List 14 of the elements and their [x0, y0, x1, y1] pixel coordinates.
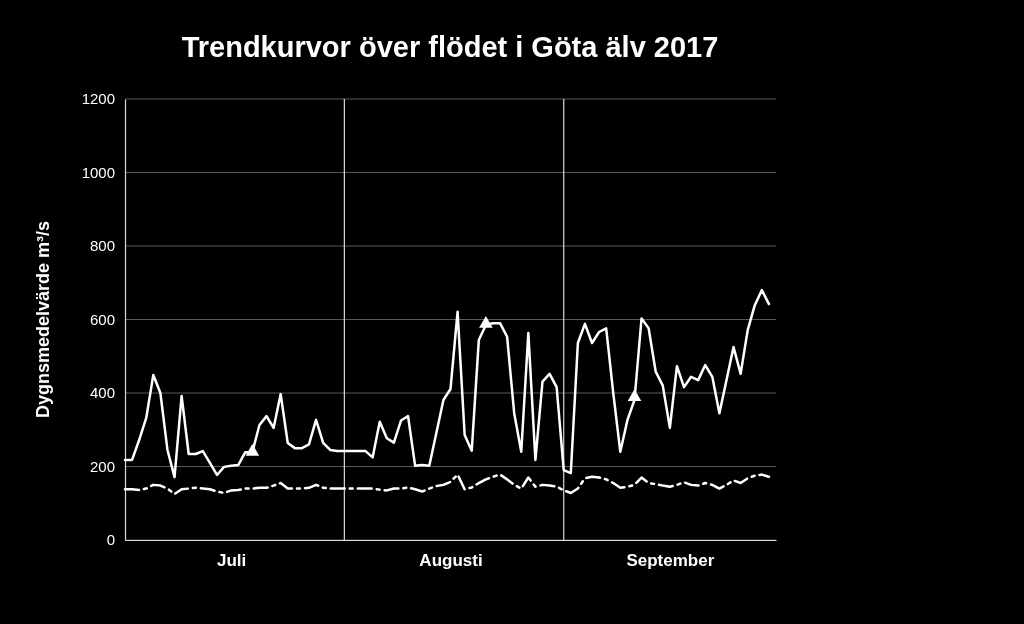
y-tick-label: 800: [89, 237, 115, 255]
x-tick-label: Juli: [216, 551, 247, 571]
y-tick-label: 600: [89, 310, 115, 328]
chart-title: Trendkurvor över flödet i Göta älv 2017: [181, 31, 719, 63]
y-tick-label: 1000: [81, 163, 115, 181]
y-axis-title: Dygnsmedelvärde m³/s: [33, 220, 53, 419]
x-tick-label: Augusti: [419, 551, 483, 571]
line-series: [123, 288, 771, 479]
y-tick-label: 200: [89, 457, 115, 475]
x-tick-label: September: [626, 551, 715, 571]
line-series: [123, 473, 771, 496]
y-tick-label: 400: [89, 384, 115, 402]
y-tick-label: 1200: [81, 90, 115, 108]
y-tick-label: 0: [106, 531, 115, 549]
